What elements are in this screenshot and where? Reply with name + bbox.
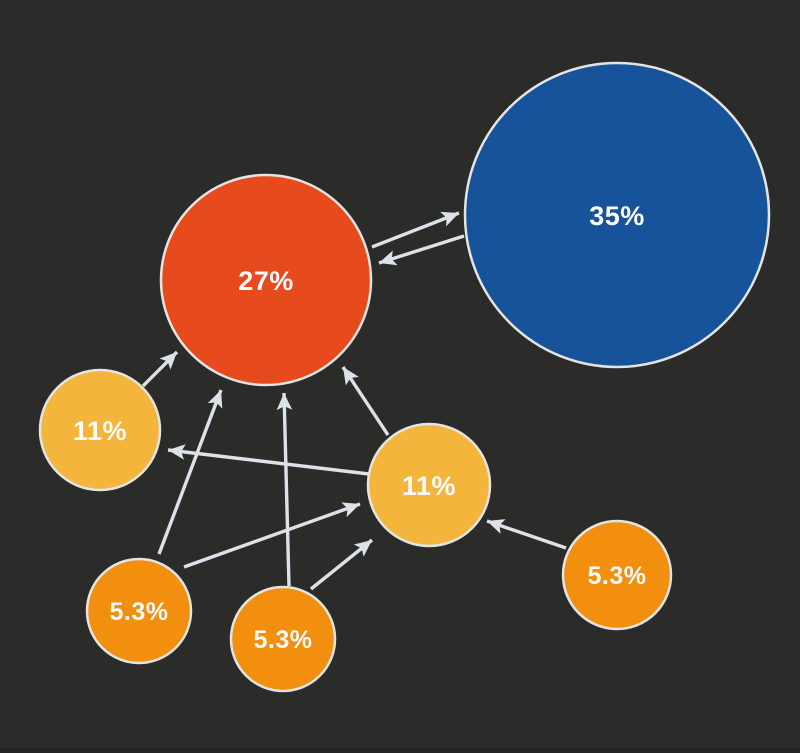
edge-orange-left-53-to-yellow-mid-11 — [183, 502, 361, 569]
node-label: 5.3% — [110, 598, 169, 626]
node-circle-orange-right-53 — [561, 519, 673, 631]
node-circle-blue-35 — [463, 61, 771, 369]
node-circle-red-27 — [159, 173, 373, 387]
node-circle-orange-left-53 — [85, 557, 193, 665]
edge-orange-right-53-to-yellow-mid-11 — [486, 519, 567, 550]
edge-yellow-mid-11-to-red-27 — [341, 366, 390, 436]
node-yellow-left-11: 11% — [38, 368, 162, 492]
edge-yellow-left-11-to-red-27 — [141, 350, 179, 388]
node-circle-yellow-left-11 — [38, 368, 162, 492]
node-label: 5.3% — [254, 626, 313, 654]
node-layer: 35% 27% 11% 11% 5.3% 5.3% 5.3% — [38, 61, 771, 693]
node-label: 11% — [402, 471, 456, 501]
edge-orange-left-53-to-red-27 — [157, 389, 223, 555]
node-label: 5.3% — [588, 562, 647, 590]
node-orange-mid-53: 5.3% — [229, 585, 337, 693]
edge-yellow-mid-11-to-yellow-left-11 — [167, 444, 370, 476]
node-orange-left-53: 5.3% — [85, 557, 193, 665]
node-circle-orange-mid-53 — [229, 585, 337, 693]
edge-blue-35-to-red-27 — [378, 234, 465, 266]
edge-layer — [141, 211, 567, 591]
node-circle-yellow-mid-11 — [366, 422, 492, 548]
edge-orange-mid-53-to-yellow-mid-11 — [309, 538, 374, 591]
edge-orange-mid-53-to-red-27 — [276, 392, 293, 587]
node-red-27: 27% — [159, 173, 373, 387]
node-orange-right-53: 5.3% — [561, 519, 673, 631]
node-yellow-mid-11: 11% — [366, 422, 492, 548]
node-label: 27% — [238, 266, 294, 296]
edge-red-27-to-blue-35 — [371, 211, 460, 249]
bottom-edge-shadow — [0, 748, 800, 753]
node-label: 11% — [73, 416, 127, 446]
node-blue-35: 35% — [463, 61, 771, 369]
node-label: 35% — [589, 201, 645, 231]
